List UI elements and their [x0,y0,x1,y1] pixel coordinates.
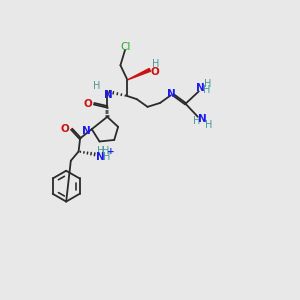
Text: N: N [82,126,91,136]
Text: N: N [96,152,105,162]
Text: N: N [104,89,113,100]
Text: N: N [198,114,207,124]
Text: H: H [205,119,212,130]
Text: Cl: Cl [120,42,130,52]
Text: H: H [203,85,210,95]
Text: H: H [152,59,160,69]
Text: H: H [102,146,110,157]
Text: +: + [106,147,114,156]
Text: H: H [97,146,104,156]
Text: N: N [167,89,176,99]
Text: H: H [193,116,200,126]
Text: O: O [83,99,92,109]
Text: O: O [60,124,69,134]
Text: H: H [103,152,110,162]
Polygon shape [128,68,151,80]
Text: N: N [196,82,205,93]
Text: H: H [204,79,212,89]
Text: H: H [94,81,101,91]
Text: O: O [150,67,159,77]
